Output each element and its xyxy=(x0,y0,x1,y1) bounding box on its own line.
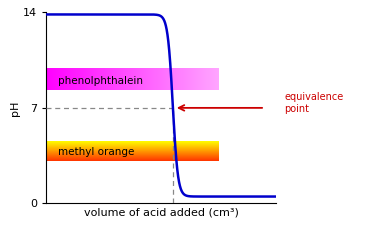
Y-axis label: pH: pH xyxy=(10,100,20,116)
Text: equivalence
point: equivalence point xyxy=(284,92,343,114)
X-axis label: volume of acid added (cm³): volume of acid added (cm³) xyxy=(84,208,239,217)
Text: methyl orange: methyl orange xyxy=(58,147,134,156)
Text: phenolphthalein: phenolphthalein xyxy=(58,76,142,86)
